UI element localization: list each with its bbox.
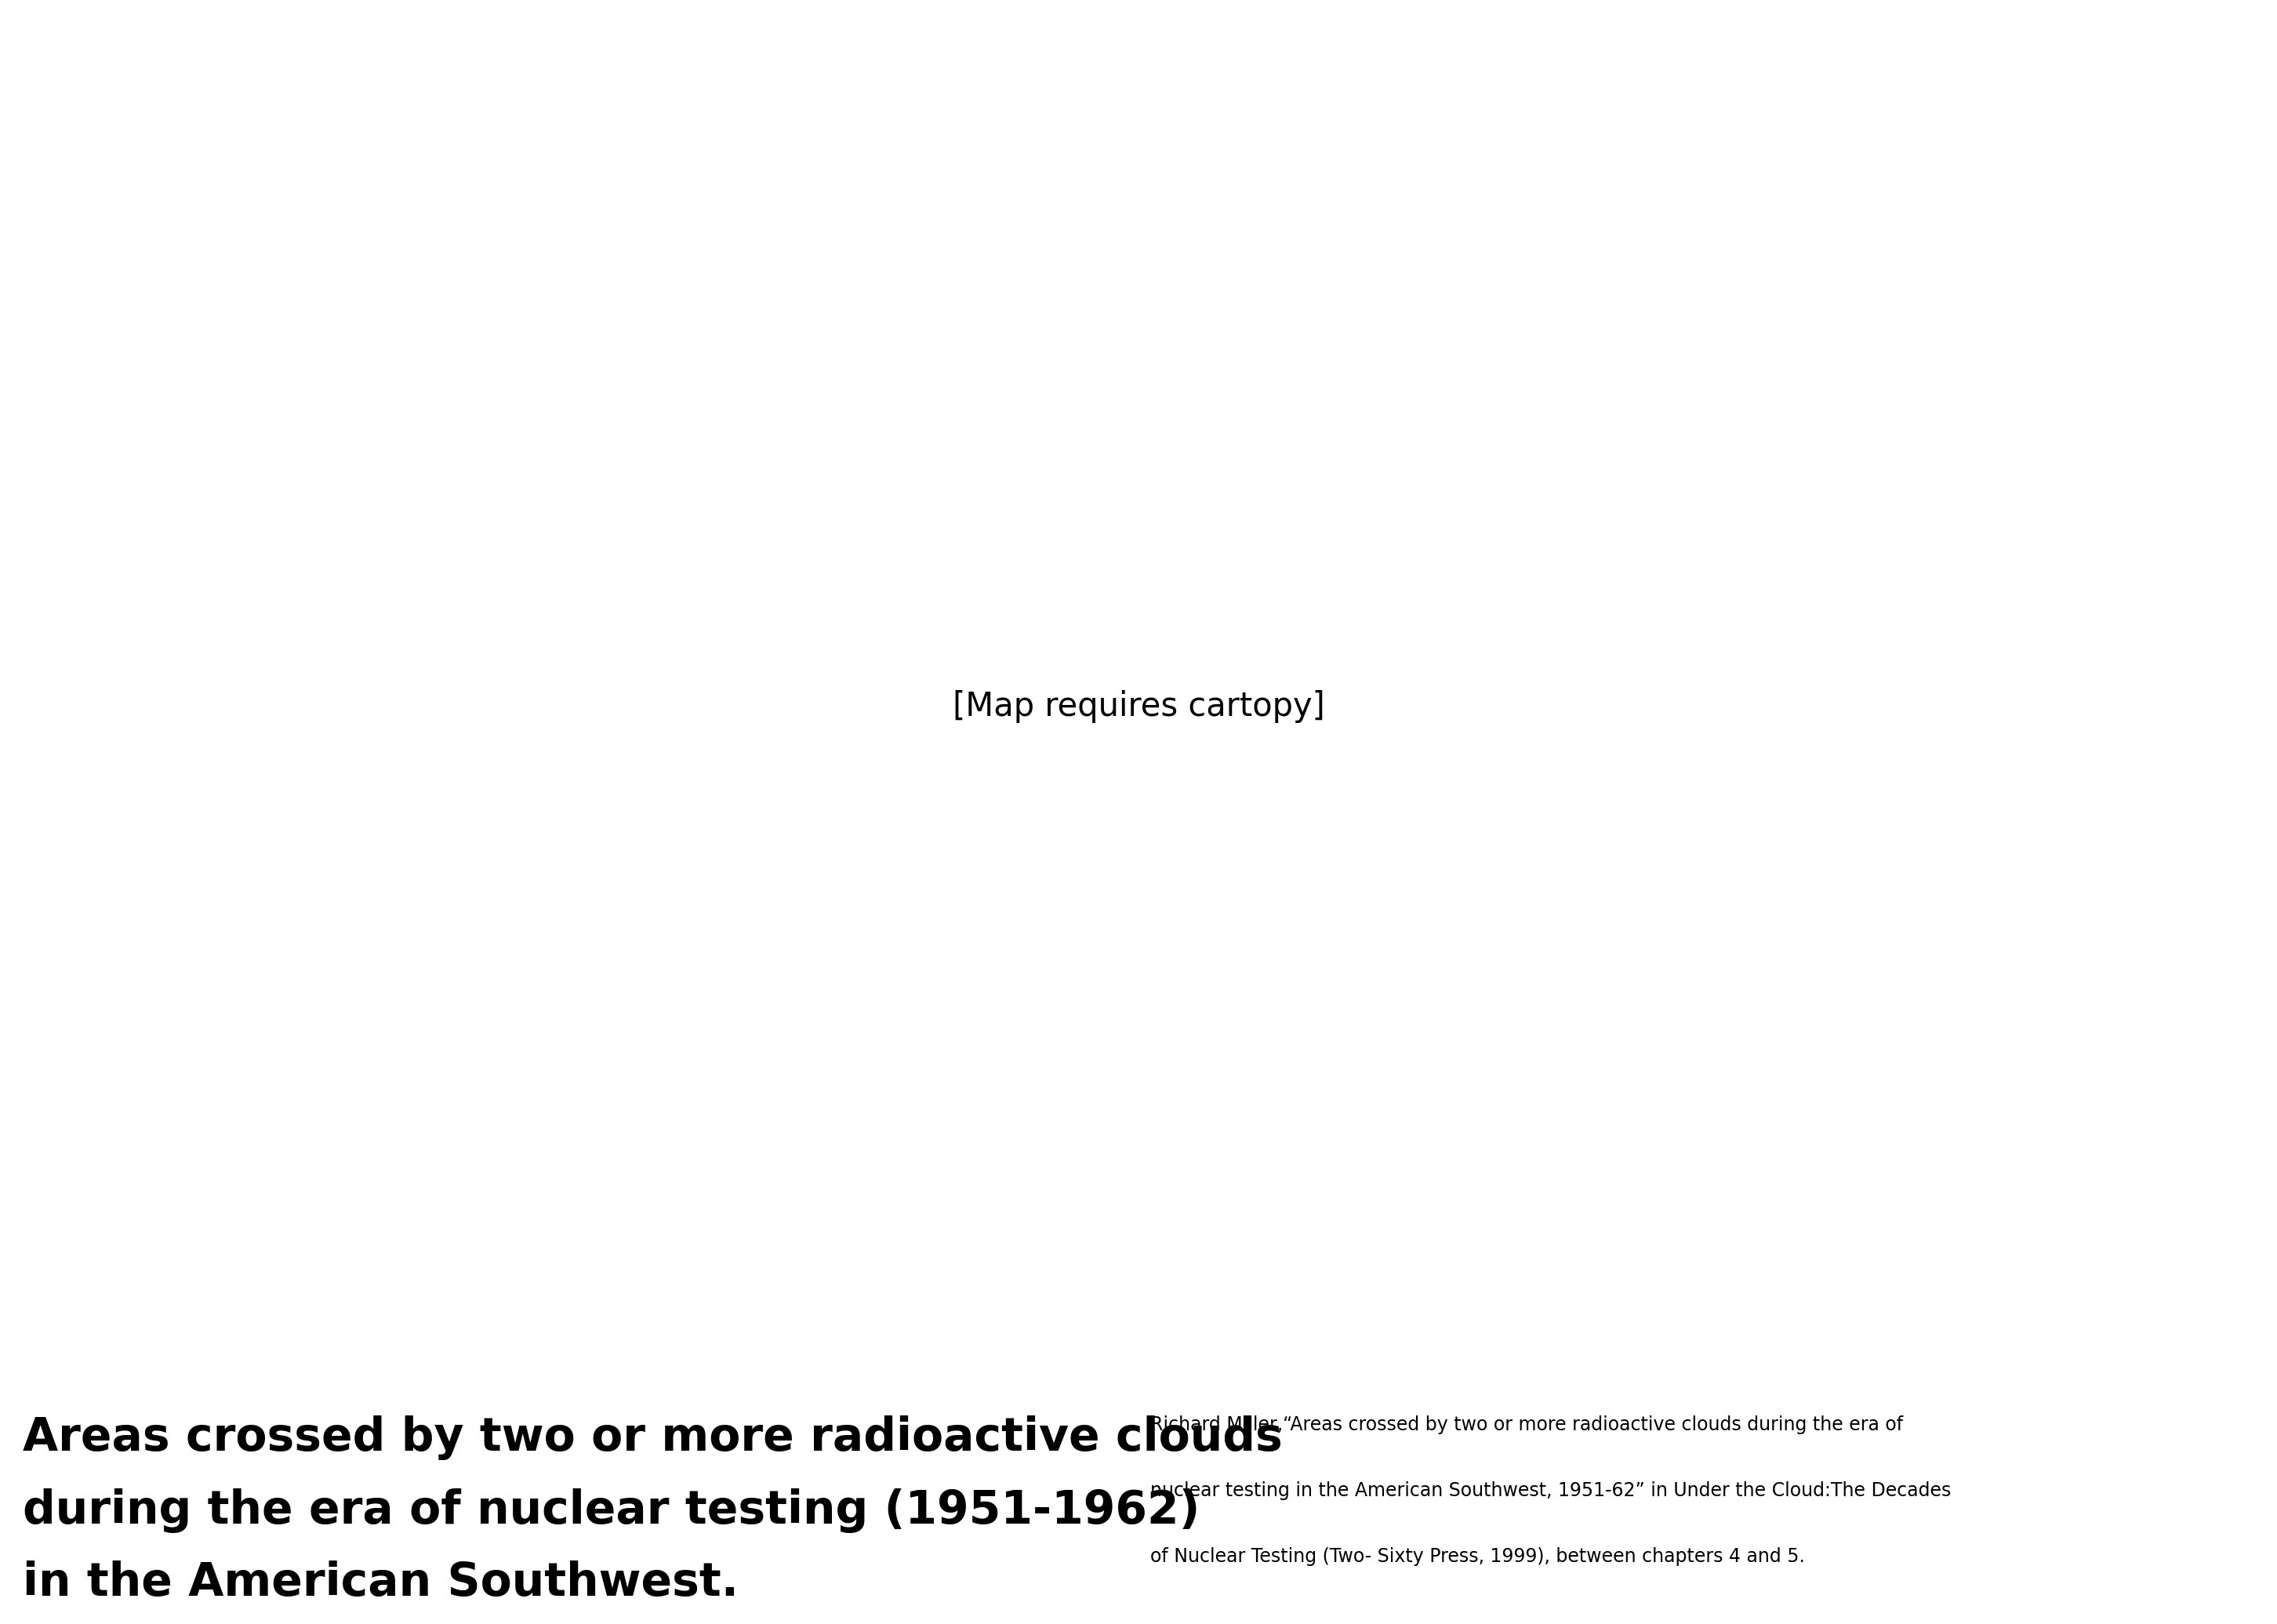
Text: of Nuclear Testing (Two- Sixty Press, 1999), between chapters 4 and 5.: of Nuclear Testing (Two- Sixty Press, 19…: [1150, 1548, 1803, 1566]
Text: [Map requires cartopy]: [Map requires cartopy]: [952, 690, 1325, 723]
Text: in the American Southwest.: in the American Southwest.: [23, 1561, 738, 1605]
Text: nuclear testing in the American Southwest, 1951-62” in Under the Cloud:The Decad: nuclear testing in the American Southwes…: [1150, 1481, 1951, 1501]
Text: Areas crossed by two or more radioactive clouds: Areas crossed by two or more radioactive…: [23, 1416, 1282, 1460]
Text: Richard Miller,“Areas crossed by two or more radioactive clouds during the era o: Richard Miller,“Areas crossed by two or …: [1150, 1416, 1904, 1434]
Text: during the era of nuclear testing (1951-1962): during the era of nuclear testing (1951-…: [23, 1488, 1200, 1533]
